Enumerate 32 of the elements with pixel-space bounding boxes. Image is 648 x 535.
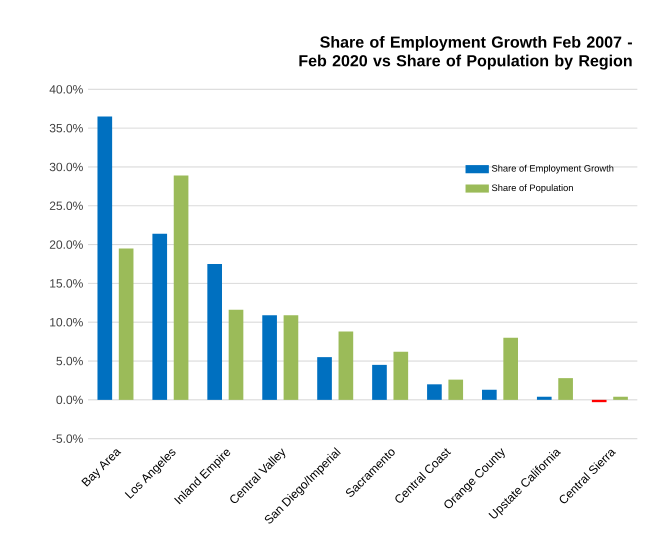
y-tick-label: 40.0% (50, 85, 83, 94)
bar (152, 234, 168, 400)
y-tick-label: 25.0% (50, 202, 83, 210)
chart-title: Share of Employment Growth Feb 2007 - Feb 2020 vs Share of Population by Region (299, 36, 632, 70)
y-tick-label: 10.0% (50, 318, 83, 327)
bar (338, 332, 354, 400)
bar (613, 396, 628, 400)
bar (284, 315, 298, 400)
bar (207, 264, 222, 400)
bar (228, 310, 244, 400)
bar (482, 390, 497, 400)
bar (503, 338, 518, 400)
y-tick-label: 20.0% (50, 240, 83, 250)
y-tick-label: 30.0% (50, 162, 83, 172)
legend-label: Share of Employment Growth (492, 164, 614, 174)
y-tick-label: -5.0% (52, 434, 83, 444)
bar (118, 248, 134, 400)
legend-label: Share of Population (492, 184, 573, 194)
bar (262, 315, 277, 400)
bar (317, 357, 332, 400)
bar (174, 176, 188, 400)
y-tick-label: 35.0% (50, 124, 83, 133)
bar (558, 378, 573, 400)
bar (97, 116, 112, 400)
bar (393, 352, 408, 400)
bar (448, 380, 464, 400)
bar (427, 384, 442, 400)
y-tick-label: 0.0% (56, 396, 83, 404)
bar (372, 365, 387, 400)
bar (536, 396, 552, 400)
y-tick-label: 15.0% (50, 279, 83, 288)
y-tick-label: 5.0% (56, 356, 83, 366)
